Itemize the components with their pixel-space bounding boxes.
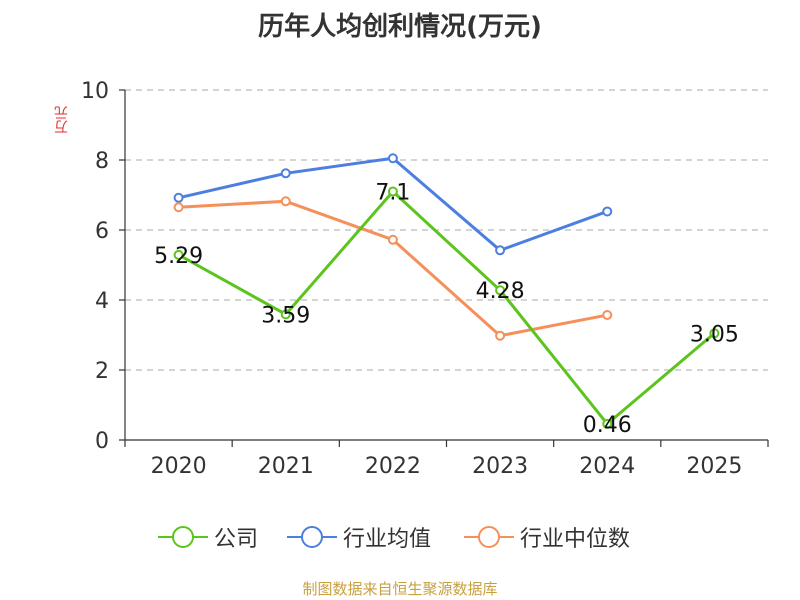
x-tick-label: 2025	[686, 454, 742, 479]
data-source-note: 制图数据来自恒生聚源数据库	[302, 580, 498, 598]
data-point	[280, 196, 291, 207]
y-tick-label: 6	[95, 219, 109, 244]
x-tick-label: 2022	[365, 454, 421, 479]
data-point	[280, 168, 291, 179]
x-tick-label: 2021	[258, 454, 314, 479]
legend-label-company: 公司	[214, 527, 259, 552]
data-point	[173, 202, 184, 213]
x-tick-label: 2020	[151, 454, 207, 479]
x-tick-label: 2023	[472, 454, 528, 479]
x-tick-label: 2024	[579, 454, 635, 479]
legend-marker-industry-median	[464, 526, 514, 548]
y-tick-label: 4	[95, 289, 109, 314]
data-point	[602, 418, 613, 429]
y-tick-label: 2	[95, 359, 109, 384]
data-label: 3.59	[261, 303, 310, 328]
series-line-2	[178, 199, 608, 338]
data-point	[387, 234, 398, 245]
chart-title: 历年人均创利情况(万元)	[258, 12, 542, 42]
legend-label-industry-average: 行业均值	[343, 527, 432, 552]
data-point	[173, 249, 184, 260]
gridlines	[125, 89, 768, 371]
legend-item-industry-average[interactable]: 行业均值	[287, 522, 431, 552]
legend-marker-company	[158, 526, 208, 548]
data-point	[495, 285, 506, 296]
legend-item-company[interactable]: 公司	[158, 522, 258, 552]
axes: 0 2 4 6 8 10 2020 2021 2022 2023 2024 2025	[81, 79, 769, 479]
data-point	[387, 186, 398, 197]
data-point	[280, 309, 291, 320]
y-tick-label: 10	[81, 79, 109, 104]
series-line-0	[177, 190, 716, 426]
data-point	[495, 330, 506, 341]
data-label: 7.1	[375, 181, 410, 206]
legend-item-industry-median[interactable]: 行业中位数	[464, 522, 630, 552]
data-label: 0.46	[583, 413, 632, 438]
legend-label-industry-median: 行业中位数	[520, 527, 631, 552]
data-point	[602, 206, 613, 217]
data-point	[387, 153, 398, 164]
data-point	[495, 245, 506, 256]
legend-marker-industry-average	[287, 526, 337, 548]
y-tick-label: 8	[95, 149, 109, 174]
series-lines	[173, 153, 720, 429]
data-label: 3.05	[690, 322, 739, 347]
data-point	[602, 310, 613, 321]
data-labels: 5.29 3.59 7.1 4.28 0.46 3.05	[154, 181, 739, 438]
data-point	[173, 192, 184, 203]
y-tick-label: 0	[95, 429, 109, 454]
data-label: 4.28	[476, 279, 525, 304]
data-point	[709, 328, 720, 339]
data-label: 5.29	[154, 244, 203, 269]
